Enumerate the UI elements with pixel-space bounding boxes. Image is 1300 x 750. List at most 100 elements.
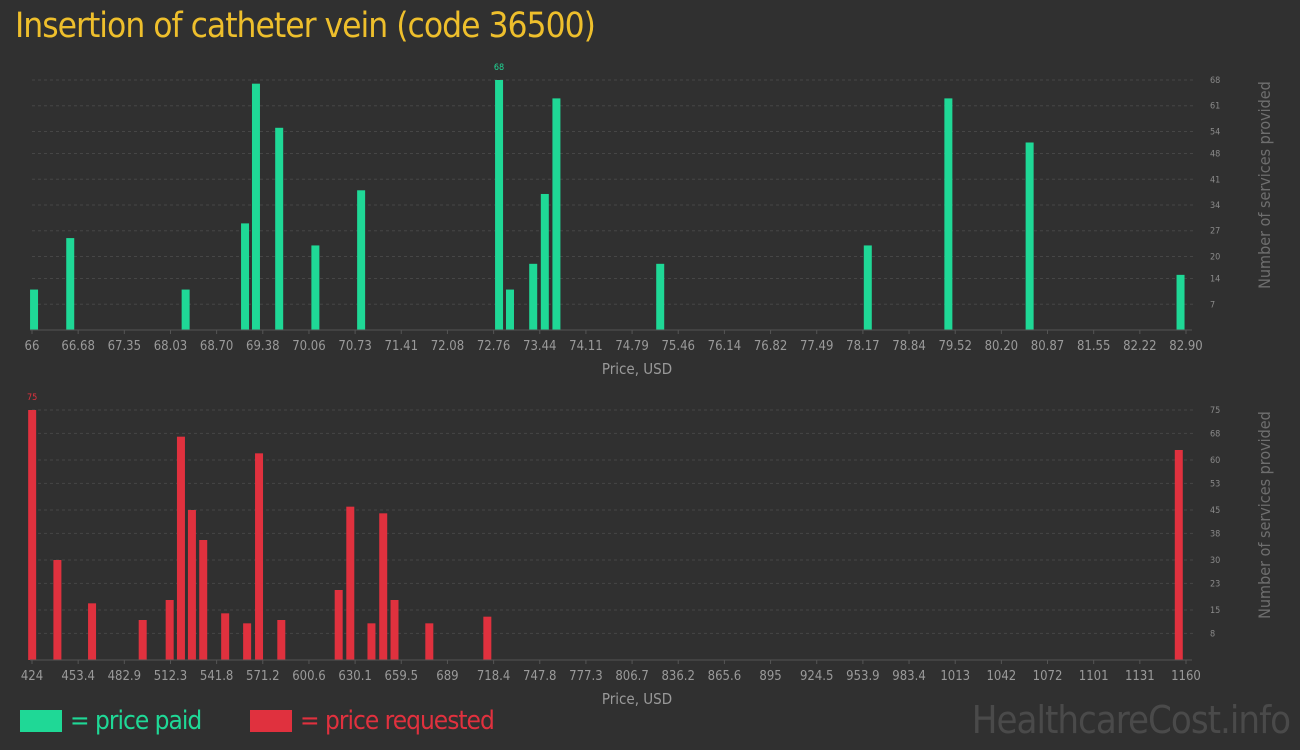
y-tick-label: 41	[1210, 175, 1220, 185]
legend-label-requested: = price requested	[300, 706, 495, 736]
x-tick-label: 81.55	[1077, 339, 1110, 354]
x-axis-label: Price, USD	[602, 360, 672, 378]
y-tick-label: 7	[1210, 300, 1215, 310]
x-tick-label: 1101	[1079, 669, 1109, 684]
x-tick-label: 76.14	[708, 339, 741, 354]
chart-paid: 7 14 20 27 34 41 48 54 61 68 66 66.68 67.35 68.03 68.7…	[25, 63, 1274, 378]
bar	[367, 623, 376, 660]
x-tick-label: 482.9	[108, 669, 141, 684]
x-tick-label: 77.49	[800, 339, 833, 354]
bar	[505, 289, 514, 330]
legend-label-paid: = price paid	[70, 706, 202, 736]
y-tick-label: 61	[1210, 102, 1220, 112]
x-tick-label: 659.5	[385, 669, 418, 684]
x-tick-label: 777.3	[569, 669, 602, 684]
bar	[53, 560, 62, 660]
x-tick-label: 78.84	[892, 339, 925, 354]
x-tick-label: 82.90	[1169, 339, 1202, 354]
bar	[181, 289, 190, 330]
x-tick-label: 1013	[940, 669, 970, 684]
x-tick-label: 924.5	[800, 669, 833, 684]
y-tick-label: 8	[1210, 629, 1215, 639]
bar	[540, 193, 549, 330]
x-tick-label: 82.22	[1123, 339, 1156, 354]
bar	[425, 623, 434, 660]
x-tick-label: 80.87	[1031, 339, 1064, 354]
x-tick-label: 80.20	[985, 339, 1018, 354]
x-tick-label: 630.1	[338, 669, 371, 684]
bar	[221, 613, 230, 660]
legend-swatch-paid	[20, 710, 62, 732]
y-tick-label: 23	[1210, 579, 1220, 589]
x-tick-label: 68.03	[154, 339, 187, 354]
x-tick-label: 70.06	[292, 339, 325, 354]
x-tick-label: 689	[436, 669, 458, 684]
bar	[357, 190, 366, 330]
legend-item-requested: = price requested	[250, 704, 495, 738]
x-tick-label: 79.52	[938, 339, 971, 354]
bar	[88, 603, 97, 660]
bar	[275, 127, 284, 330]
x-tick-label: 74.11	[569, 339, 602, 354]
y-tick-label: 30	[1210, 556, 1220, 566]
y-tick-label: 20	[1210, 252, 1220, 262]
chart-requested: 8 15 23 30 38 45 53 60 68 75 424 453.4 482.9 512.3 541…	[21, 393, 1274, 708]
bar	[187, 510, 196, 660]
y-tick-label: 68	[1210, 429, 1220, 439]
y-tick-label: 60	[1210, 456, 1220, 466]
bar	[1176, 274, 1185, 330]
y-tick-label: 53	[1210, 479, 1220, 489]
bar	[176, 436, 185, 660]
bar	[243, 623, 252, 660]
legend-item-paid: = price paid	[20, 704, 202, 738]
x-tick-label: 836.2	[661, 669, 694, 684]
bar	[346, 506, 355, 660]
y-axis-label: Number of services provided	[1255, 81, 1274, 289]
bar	[656, 263, 665, 330]
y-tick-label: 38	[1210, 529, 1220, 539]
bar	[277, 620, 286, 660]
x-tick-label: 67.35	[108, 339, 141, 354]
bar	[28, 410, 37, 660]
bar	[1025, 142, 1034, 330]
x-tick-label: 541.8	[200, 669, 233, 684]
x-tick-label: 72.76	[477, 339, 510, 354]
bar	[495, 80, 504, 330]
bar	[944, 98, 953, 330]
y-axis-label: Number of services provided	[1255, 411, 1274, 619]
x-tick-label: 1160	[1171, 669, 1201, 684]
x-tick-label: 1042	[986, 669, 1016, 684]
legend-swatch-requested	[250, 710, 292, 732]
x-tick-label: 75.46	[661, 339, 694, 354]
bar	[30, 289, 39, 330]
x-tick-label: 806.7	[615, 669, 648, 684]
x-tick-label: 70.73	[338, 339, 371, 354]
x-tick-label: 747.8	[523, 669, 556, 684]
y-tick-label: 14	[1210, 275, 1220, 285]
bar	[241, 223, 250, 330]
bar	[529, 263, 538, 330]
y-tick-label: 15	[1210, 606, 1220, 616]
x-tick-label: 953.9	[846, 669, 879, 684]
x-tick-label: 865.6	[708, 669, 741, 684]
y-tick-label: 75	[1210, 406, 1220, 416]
bar	[863, 245, 872, 330]
x-tick-label: 66.68	[61, 339, 94, 354]
bar	[390, 600, 399, 660]
y-tick-label: 54	[1210, 127, 1220, 137]
x-tick-label: 895	[759, 669, 781, 684]
bar	[334, 590, 343, 660]
bar	[255, 453, 264, 660]
y-tick-label: 48	[1210, 150, 1220, 160]
x-tick-label: 74.79	[615, 339, 648, 354]
x-tick-label: 1131	[1125, 669, 1155, 684]
x-tick-label: 600.6	[292, 669, 325, 684]
x-tick-label: 78.17	[846, 339, 879, 354]
y-tick-label: 27	[1210, 227, 1220, 237]
y-tick-label: 45	[1210, 506, 1220, 516]
max-value-label: 68	[494, 63, 504, 73]
x-tick-label: 453.4	[61, 669, 94, 684]
bar	[199, 540, 208, 660]
x-tick-label: 68.70	[200, 339, 233, 354]
